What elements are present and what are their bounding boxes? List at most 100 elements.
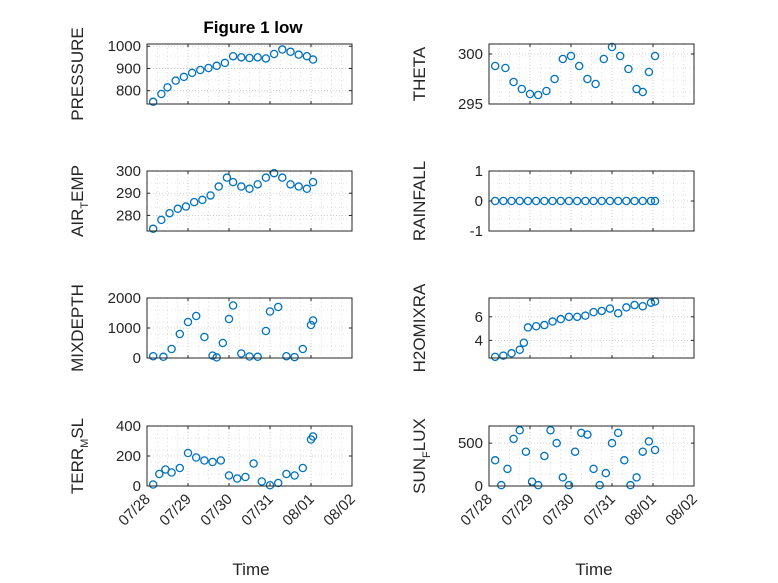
data-point: [224, 471, 234, 480]
data-point: [517, 84, 527, 94]
y-axis-label-main: RAINFALL: [410, 161, 429, 241]
subplot-rainfall: -1 0 1 RAINFALL: [410, 161, 695, 241]
y-axis-label-tail: EMP: [68, 165, 87, 202]
data-point: [308, 177, 318, 187]
data-point: [157, 215, 166, 225]
y-axis-label: TERRMSL: [68, 418, 91, 494]
data-point: [607, 438, 617, 448]
data-point: [519, 338, 529, 347]
y-tick-label: 400: [116, 418, 141, 435]
subplot-h2omixra: 4 6 H2OMIXRA: [410, 283, 695, 372]
x-tick-label: 07/31: [238, 491, 277, 530]
data-point: [163, 83, 172, 92]
data-point: [278, 45, 287, 54]
data-point: [607, 42, 617, 52]
y-axis-label-main: TERR: [68, 448, 87, 494]
y-axis-label-main: H2OMIXRA: [410, 283, 429, 372]
data-point: [638, 87, 648, 97]
data-point: [650, 196, 660, 206]
y-axis-label-main: SUN: [410, 458, 429, 494]
data-point: [212, 61, 221, 71]
data-point: [196, 65, 205, 75]
data-point: [499, 351, 508, 360]
data-point: [269, 49, 279, 59]
y-axis-label-subscript: M: [79, 439, 91, 448]
data-point: [531, 196, 541, 206]
axes-box: [488, 297, 695, 359]
data-point: [179, 72, 189, 82]
y-axis-label-tail: LUX: [410, 418, 429, 451]
y-tick-label: 295: [458, 96, 483, 113]
data-point: [228, 301, 238, 310]
data-point: [155, 469, 164, 479]
data-point: [556, 196, 566, 206]
data-point: [581, 311, 590, 320]
data-point: [564, 480, 574, 490]
data-point: [542, 86, 551, 96]
data-point: [523, 196, 533, 206]
data-point: [200, 332, 209, 342]
x-tick-label: 07/30: [197, 491, 236, 530]
y-axis-label-main: PRESSURE: [68, 27, 87, 121]
y-axis-label: AIRTEMP: [68, 165, 91, 237]
data-point: [644, 67, 654, 77]
data-point: [237, 182, 246, 191]
data-point: [548, 196, 557, 206]
data-point: [509, 77, 518, 87]
data-point: [245, 184, 254, 194]
data-point: [558, 473, 568, 482]
data-point: [558, 54, 568, 64]
data-point: [556, 314, 566, 324]
data-point: [525, 89, 535, 99]
data-point: [572, 312, 582, 322]
x-tick-label: 07/29: [156, 491, 195, 530]
data-point: [632, 473, 641, 482]
data-point: [497, 480, 506, 490]
data-point: [499, 196, 508, 206]
data-point: [622, 196, 631, 206]
data-point: [228, 51, 238, 61]
y-tick-label: 290: [116, 185, 141, 202]
data-point: [597, 306, 607, 316]
x-axis-label-left: Time: [232, 560, 269, 579]
data-point: [546, 426, 555, 435]
x-tick-label: 07/29: [498, 491, 537, 530]
plot-area: [489, 426, 694, 486]
data-point: [159, 352, 168, 362]
data-point: [261, 173, 271, 182]
data-point: [613, 196, 623, 206]
y-tick-label: 1000: [108, 38, 141, 55]
y-tick-label: 0: [133, 350, 141, 367]
data-point: [548, 317, 557, 326]
data-point: [257, 477, 267, 486]
data-point: [503, 464, 512, 474]
y-tick-label: 800: [116, 83, 141, 100]
data-point: [253, 53, 262, 62]
data-point: [148, 224, 158, 234]
data-point: [183, 317, 193, 327]
data-point: [290, 352, 299, 362]
data-point: [613, 428, 623, 438]
data-point: [577, 428, 586, 438]
y-axis-label: RAINFALL: [410, 161, 429, 241]
data-point: [175, 463, 185, 473]
data-point: [187, 68, 197, 78]
y-axis-label-main: THETA: [410, 46, 429, 101]
data-point: [650, 51, 660, 61]
data-point: [237, 349, 246, 358]
y-tick-label: 0: [133, 478, 141, 495]
data-point: [566, 51, 576, 61]
axes-box: [146, 170, 353, 232]
data-point: [261, 54, 271, 63]
y-tick-label: -1: [470, 223, 483, 240]
data-point: [595, 480, 604, 490]
data-point: [290, 471, 299, 480]
y-tick-label: 0: [475, 478, 483, 495]
data-point: [265, 480, 275, 490]
data-point: [249, 459, 258, 468]
data-point: [294, 50, 303, 59]
data-point: [191, 311, 201, 321]
data-point: [265, 307, 275, 316]
y-tick-label: 900: [116, 60, 141, 77]
